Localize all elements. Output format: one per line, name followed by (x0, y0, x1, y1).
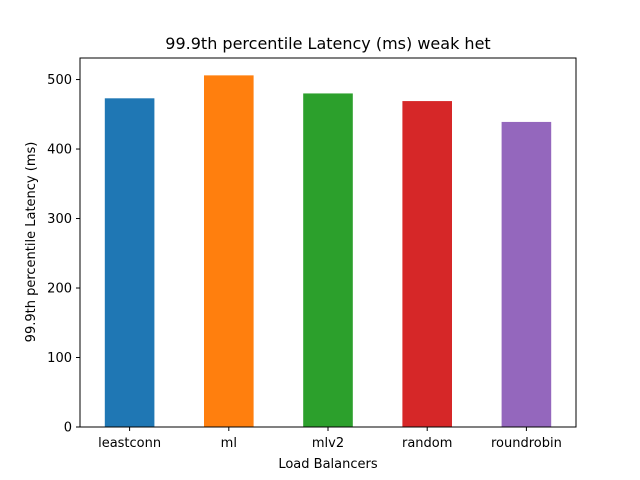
x-axis-ticks: leastconn ml mlv2 random roundrobin (98, 427, 562, 451)
x-tick-label: random (402, 436, 452, 451)
y-tick-label: 100 (47, 351, 72, 366)
bar-ml (204, 75, 254, 428)
bar-roundrobin (501, 121, 552, 428)
y-axis-label: 99.9th percentile Latency (ms) (24, 142, 39, 343)
bar-leastconn (104, 98, 155, 427)
y-axis-ticks: 0 100 200 300 400 500 (47, 73, 80, 436)
y-tick-label: 200 (47, 282, 72, 297)
y-tick-label: 400 (47, 143, 72, 158)
x-tick-label: leastconn (98, 436, 161, 451)
x-tick-label: roundrobin (491, 436, 562, 451)
bar-random (402, 101, 452, 427)
x-tick-label: mlv2 (312, 436, 344, 451)
chart-title: 99.9th percentile Latency (ms) weak het (165, 34, 490, 53)
y-tick-label: 0 (64, 421, 72, 436)
x-tick-label: ml (221, 436, 237, 451)
x-axis-label: Load Balancers (278, 457, 378, 472)
y-tick-label: 500 (47, 73, 72, 88)
y-tick-label: 300 (47, 212, 72, 227)
plot-area-frame (79, 57, 577, 428)
bar-mlv2 (303, 93, 353, 427)
bars-group (104, 75, 552, 428)
